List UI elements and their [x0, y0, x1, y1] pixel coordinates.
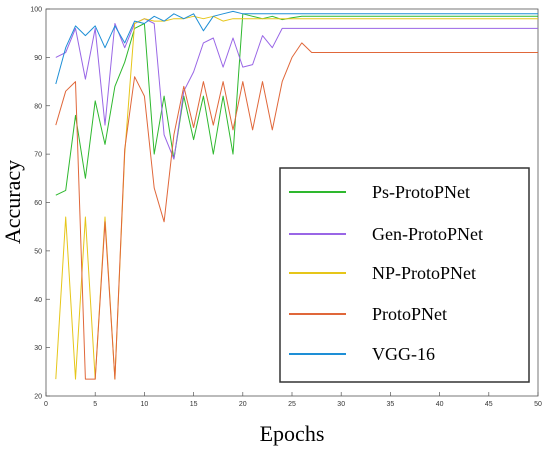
legend-label-np-protopnet: NP-ProtoPNet: [372, 263, 476, 283]
y-axis-label: Accuracy: [0, 160, 25, 244]
x-tick-label: 25: [288, 401, 296, 408]
series-line-gen-protopnet: [55, 18, 538, 160]
x-tick-label: 45: [485, 401, 493, 408]
x-axis-label: Epochs: [260, 421, 325, 446]
x-tick-label: 10: [141, 401, 149, 408]
x-tick-label: 35: [387, 401, 395, 408]
x-tick-label: 0: [44, 401, 48, 408]
y-tick-label: 100: [30, 7, 42, 14]
series-line-protopnet: [55, 42, 538, 380]
x-tick-label: 30: [337, 401, 345, 408]
x-tick-label: 5: [93, 401, 97, 408]
series-line-vgg-16: [55, 10, 538, 85]
x-tick-label: 50: [534, 401, 542, 408]
y-tick-label: 20: [34, 394, 42, 401]
x-tick-label: 15: [190, 401, 198, 408]
legend-box: [279, 167, 530, 383]
y-tick-label: 70: [34, 152, 42, 159]
legend-label-ps-protopnet: Ps-ProtoPNet: [372, 182, 470, 202]
series-lines: [55, 10, 538, 380]
x-tick-label: 40: [436, 401, 444, 408]
y-tick-label: 40: [34, 297, 42, 304]
axis-ticks: 0 5 10 15 20 25 30 35 40 45 50 20 30 40 50 60 70 80 90 100: [30, 7, 542, 409]
y-tick-label: 30: [34, 345, 42, 352]
y-tick-label: 80: [34, 103, 42, 110]
y-tick-label: 90: [34, 55, 42, 62]
series-line-ps-protopnet: [55, 13, 538, 196]
legend: Ps-ProtoPNet Gen-ProtoPNet NP-ProtoPNet Pro…: [279, 167, 530, 383]
y-tick-label: 60: [34, 200, 42, 207]
x-tick-label: 20: [239, 401, 247, 408]
legend-label-vgg-16: VGG-16: [372, 344, 435, 364]
y-tick-label: 50: [34, 248, 42, 255]
series-line-np-protopnet: [55, 15, 538, 380]
legend-label-gen-protopnet: Gen-ProtoPNet: [372, 224, 483, 244]
legend-label-protopnet: ProtoPNet: [372, 304, 447, 324]
